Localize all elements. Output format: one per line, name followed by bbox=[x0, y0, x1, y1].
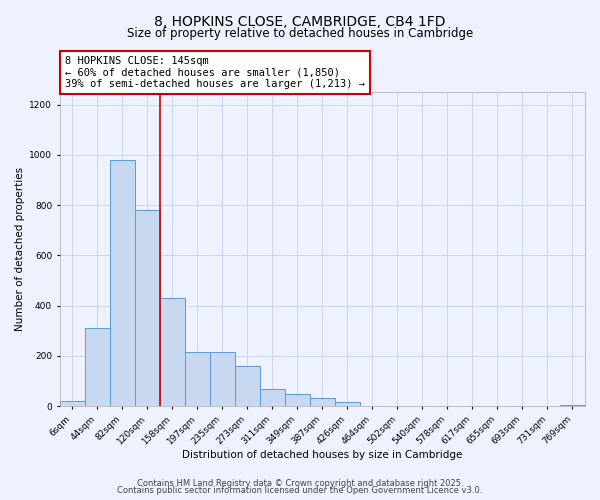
Bar bbox=[335, 402, 360, 406]
Bar bbox=[85, 328, 110, 406]
Bar bbox=[110, 160, 135, 406]
Bar bbox=[560, 405, 585, 406]
Bar bbox=[310, 398, 335, 406]
Bar bbox=[160, 298, 185, 406]
Text: Size of property relative to detached houses in Cambridge: Size of property relative to detached ho… bbox=[127, 28, 473, 40]
Bar bbox=[60, 401, 85, 406]
Bar bbox=[235, 366, 260, 406]
Bar bbox=[285, 394, 310, 406]
Text: 8, HOPKINS CLOSE, CAMBRIDGE, CB4 1FD: 8, HOPKINS CLOSE, CAMBRIDGE, CB4 1FD bbox=[154, 15, 446, 29]
Text: Contains HM Land Registry data © Crown copyright and database right 2025.: Contains HM Land Registry data © Crown c… bbox=[137, 478, 463, 488]
Bar bbox=[210, 352, 235, 406]
Y-axis label: Number of detached properties: Number of detached properties bbox=[15, 167, 25, 331]
X-axis label: Distribution of detached houses by size in Cambridge: Distribution of detached houses by size … bbox=[182, 450, 463, 460]
Bar bbox=[260, 388, 285, 406]
Text: 8 HOPKINS CLOSE: 145sqm
← 60% of detached houses are smaller (1,850)
39% of semi: 8 HOPKINS CLOSE: 145sqm ← 60% of detache… bbox=[65, 56, 365, 89]
Bar bbox=[135, 210, 160, 406]
Bar bbox=[185, 352, 210, 406]
Text: Contains public sector information licensed under the Open Government Licence v3: Contains public sector information licen… bbox=[118, 486, 482, 495]
